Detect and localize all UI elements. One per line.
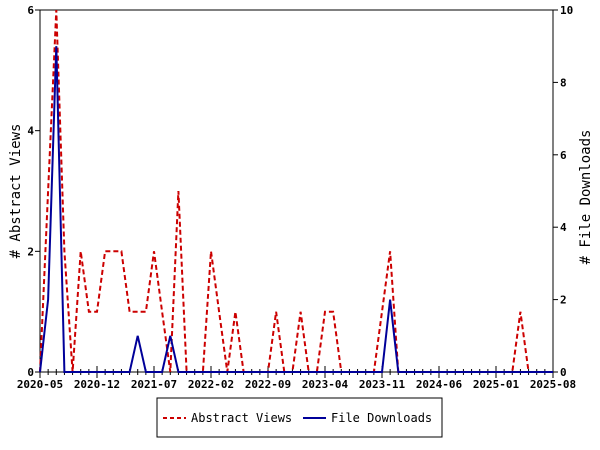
y-left-tick-label: 0 [27,366,34,379]
y-axis-left-title: # Abstract Views [8,124,24,259]
legend: Abstract Views File Downloads [156,397,443,438]
y-left-tick-label: 2 [27,245,34,258]
legend-label-file-downloads: File Downloads [331,411,432,425]
y-left-tick-label: 4 [27,125,34,138]
y-axis-right-title: # File Downloads [578,130,594,265]
legend-box [156,397,443,438]
series-line-file-downloads [39,46,553,373]
y-right-tick-label: 10 [560,4,573,17]
x-tick-label: 2025-01 [473,378,520,391]
x-tick-label: 2024-06 [416,378,463,391]
x-tick-label: 2023-11 [359,378,406,391]
plot-area: 2020-05 2020-12 2021-07 2022-02 2022-09 2023-… [17,4,576,391]
x-tick-label: 2020-05 [17,378,63,391]
y-right-tick-label: 2 [560,294,567,307]
y-left-tick-label: 6 [27,4,34,17]
x-tick-label: 2025-08 [530,378,576,391]
x-tick-label: 2022-02 [188,378,234,391]
x-tick-label: 2023-04 [302,378,349,391]
y-right-tick-label: 4 [560,221,567,234]
x-tick-label: 2020-12 [74,378,120,391]
x-tick-label: 2021-07 [131,378,177,391]
y-right-tick-label: 6 [560,149,567,162]
y-right-tick-label: 0 [560,366,567,379]
legend-label-abstract-views: Abstract Views [191,411,292,425]
y-right-tick-label: 8 [560,76,567,89]
x-tick-label: 2022-09 [245,378,291,391]
